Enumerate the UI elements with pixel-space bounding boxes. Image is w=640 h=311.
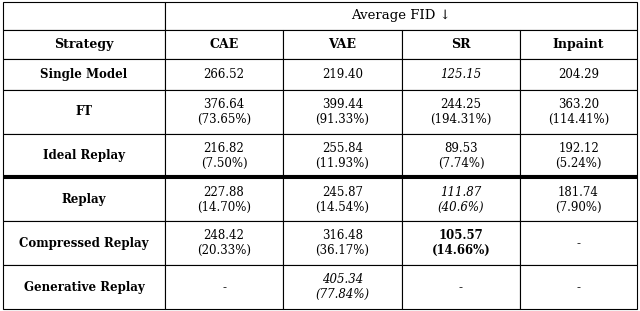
Text: (7.50%): (7.50%) [201,156,247,169]
Text: Replay: Replay [61,193,106,206]
Bar [284,133,402,178]
Bar [284,90,402,133]
Bar [284,266,402,309]
Text: (7.74%): (7.74%) [438,156,484,169]
Bar [164,30,284,59]
Bar [3,30,164,59]
Bar [3,90,164,133]
Bar [3,178,164,221]
Bar [164,90,284,133]
Bar [164,178,284,221]
Text: 316.48: 316.48 [322,230,363,243]
Text: 105.57: 105.57 [438,230,483,243]
Bar [402,90,520,133]
Text: -: - [577,281,580,294]
Bar [402,178,520,221]
Text: 399.44: 399.44 [322,98,363,110]
Text: 89.53: 89.53 [444,142,478,155]
Text: (114.41%): (114.41%) [548,113,609,126]
Text: 363.20: 363.20 [558,98,599,110]
Text: VAE: VAE [328,38,356,51]
Text: 192.12: 192.12 [558,142,599,155]
Text: (73.65%): (73.65%) [197,113,251,126]
Text: -: - [222,281,226,294]
Text: (14.70%): (14.70%) [197,201,251,213]
Text: Compressed Replay: Compressed Replay [19,237,148,250]
Text: 266.52: 266.52 [204,68,244,81]
Text: 125.15: 125.15 [440,68,482,81]
Text: Ideal Replay: Ideal Replay [43,149,125,162]
Bar [3,133,164,178]
Text: (194.31%): (194.31%) [430,113,492,126]
Bar [520,59,637,90]
Text: 181.74: 181.74 [558,185,599,198]
Text: 204.29: 204.29 [558,68,599,81]
Text: CAE: CAE [209,38,239,51]
Text: (20.33%): (20.33%) [197,244,251,258]
Text: Generative Replay: Generative Replay [24,281,145,294]
Text: (36.17%): (36.17%) [316,244,369,258]
Text: 111.87: 111.87 [440,185,482,198]
Bar [3,221,164,266]
Bar [164,2,637,30]
Bar [284,221,402,266]
Bar [3,266,164,309]
Text: -: - [459,281,463,294]
Text: 219.40: 219.40 [322,68,363,81]
Bar [284,59,402,90]
Bar [520,178,637,221]
Bar [520,266,637,309]
Bar [284,178,402,221]
Text: (14.66%): (14.66%) [431,244,490,258]
Text: 405.34: 405.34 [322,273,363,286]
Bar [164,59,284,90]
Bar [164,221,284,266]
Text: Strategy: Strategy [54,38,114,51]
Text: Inpaint: Inpaint [553,38,604,51]
Bar [402,133,520,178]
Bar [284,30,402,59]
Text: (40.6%): (40.6%) [438,201,484,213]
Text: (11.93%): (11.93%) [316,156,369,169]
Bar [402,59,520,90]
Text: 216.82: 216.82 [204,142,244,155]
Text: Average FID ↓: Average FID ↓ [351,9,451,22]
Bar [3,59,164,90]
Bar [520,133,637,178]
Bar [164,133,284,178]
Bar [402,30,520,59]
Bar [520,221,637,266]
Text: (91.33%): (91.33%) [316,113,369,126]
Text: (77.84%): (77.84%) [316,288,369,301]
Bar [402,266,520,309]
Bar [3,2,164,30]
Text: -: - [577,237,580,250]
Bar [520,90,637,133]
Text: 227.88: 227.88 [204,185,244,198]
Text: 248.42: 248.42 [204,230,244,243]
Bar [520,30,637,59]
Text: (5.24%): (5.24%) [556,156,602,169]
Text: 255.84: 255.84 [322,142,363,155]
Text: 244.25: 244.25 [440,98,481,110]
Text: FT: FT [76,105,93,118]
Bar [164,266,284,309]
Text: (14.54%): (14.54%) [316,201,369,213]
Text: 245.87: 245.87 [322,185,363,198]
Bar [402,221,520,266]
Text: SR: SR [451,38,471,51]
Text: Single Model: Single Model [40,68,127,81]
Text: 376.64: 376.64 [204,98,244,110]
Text: (7.90%): (7.90%) [555,201,602,213]
